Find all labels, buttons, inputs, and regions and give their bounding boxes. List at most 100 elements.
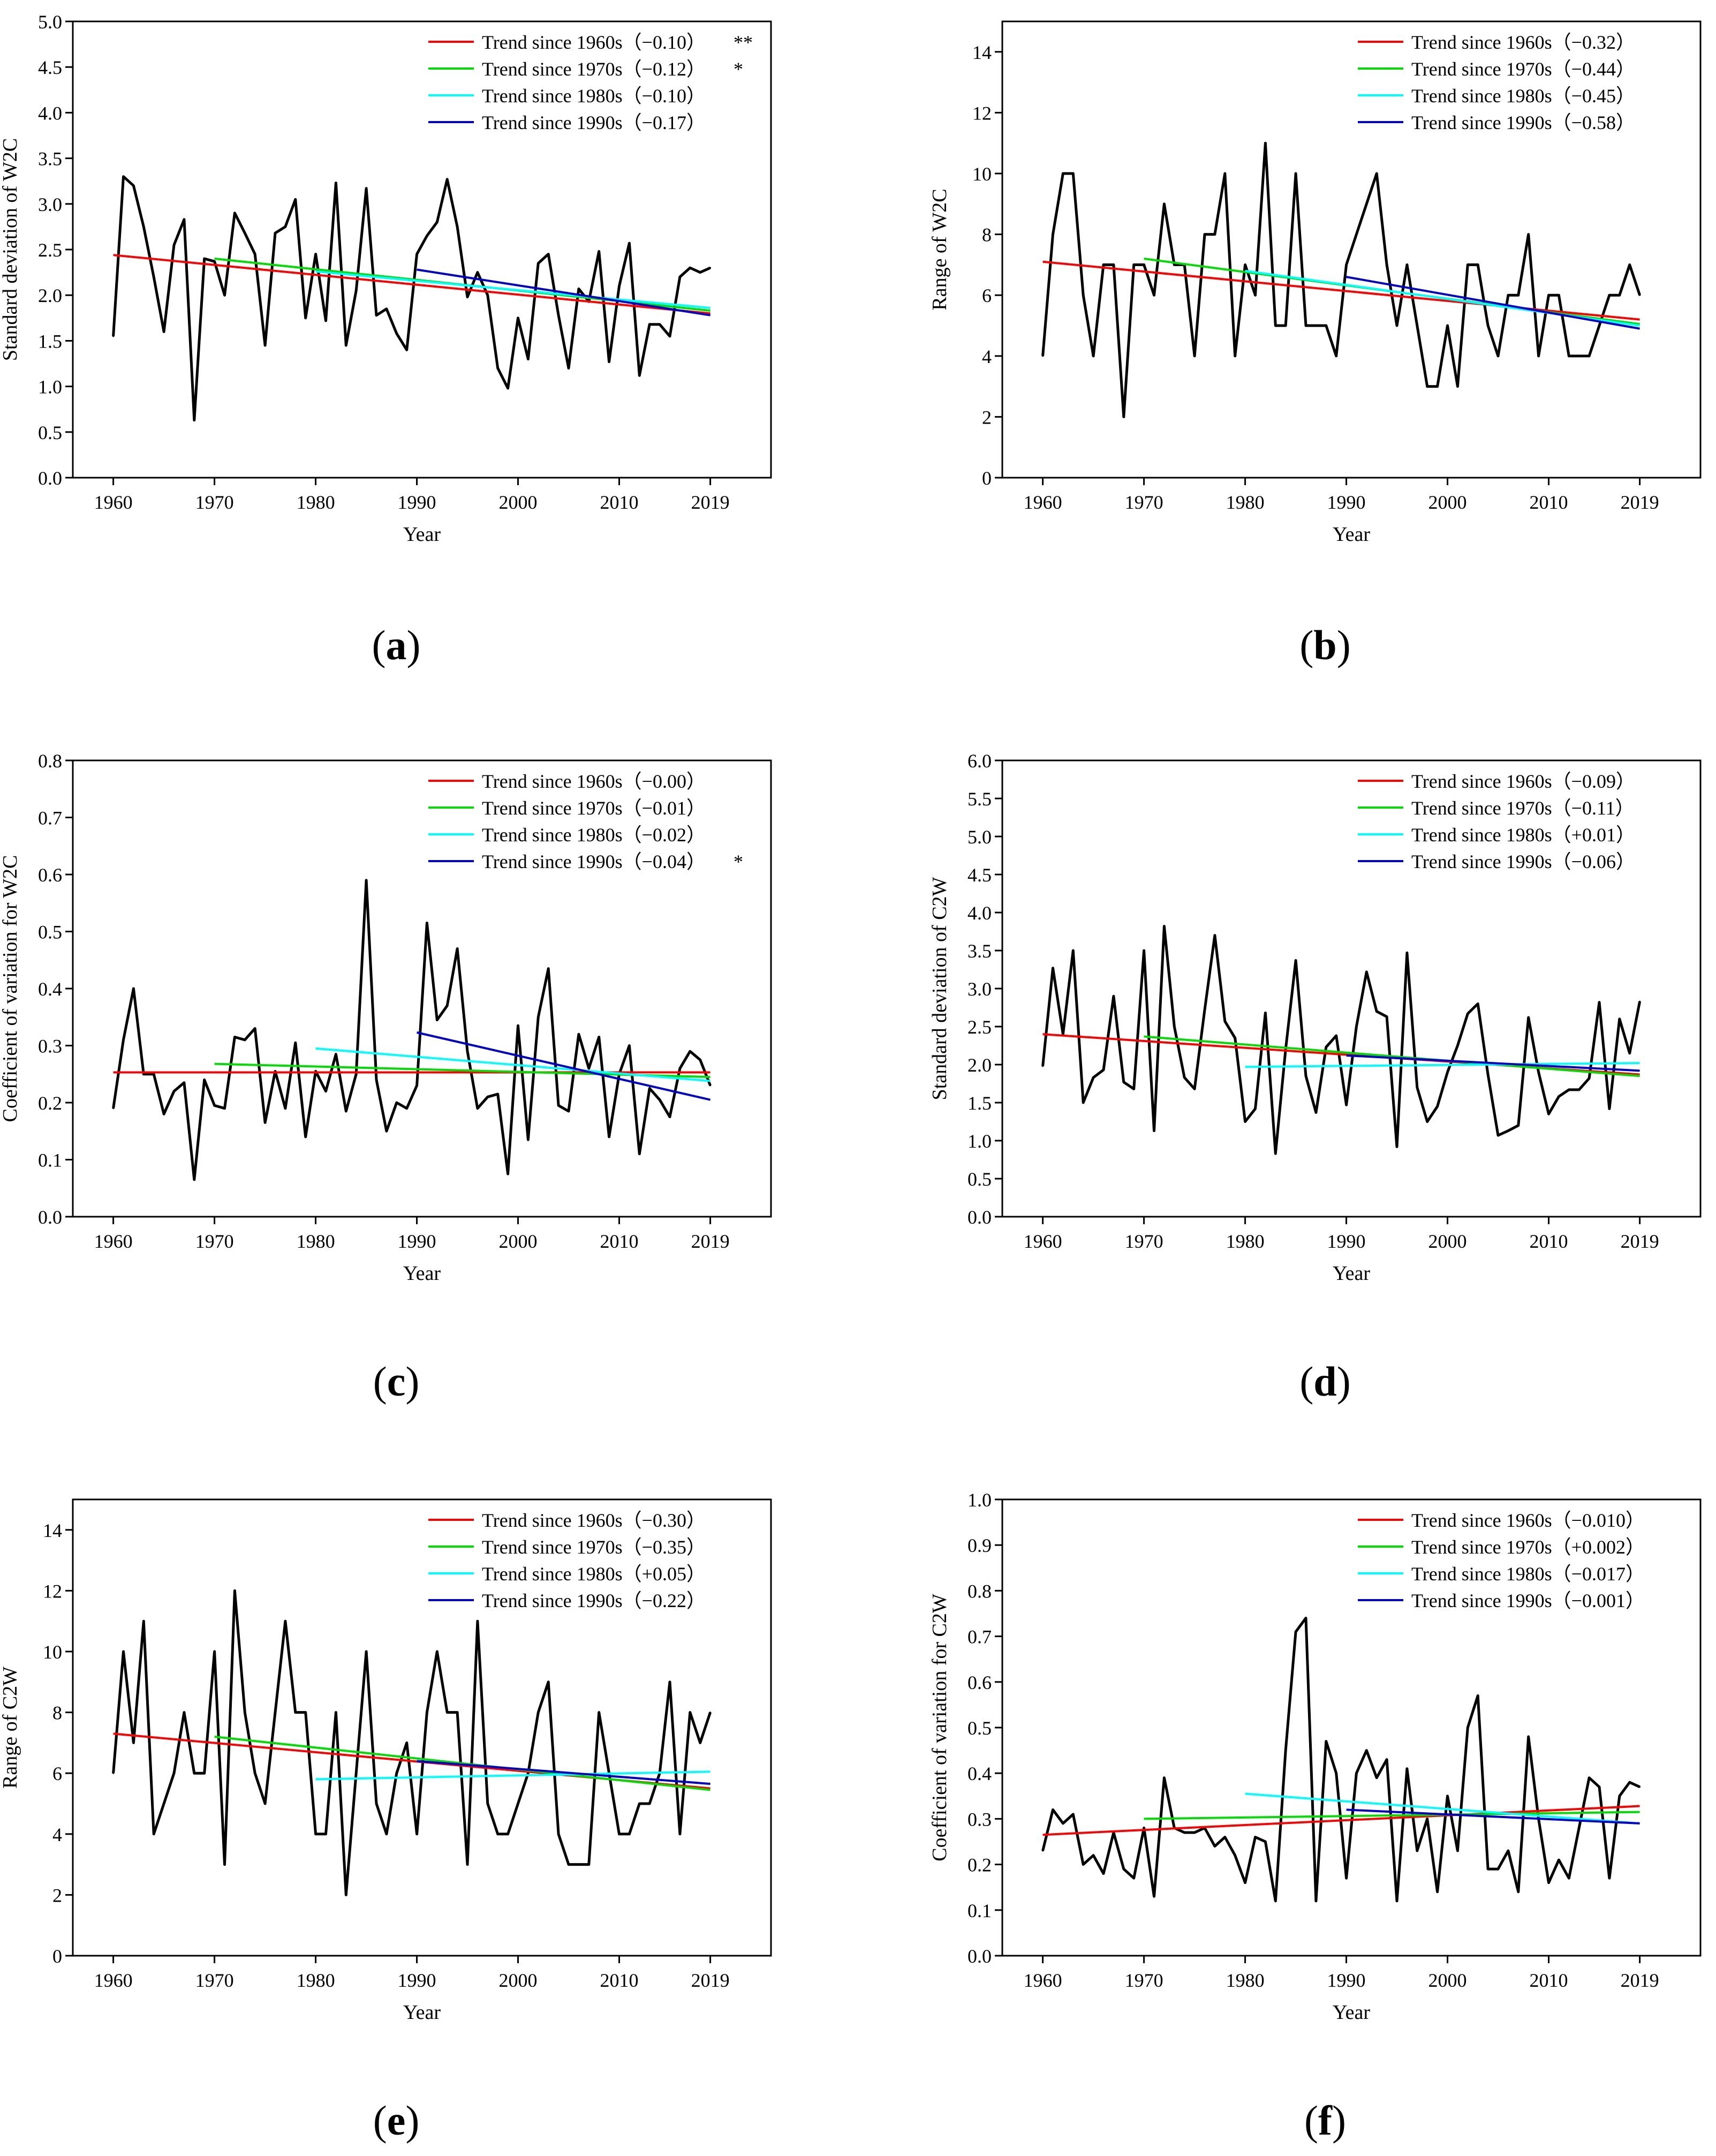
data-point xyxy=(648,1087,651,1089)
data-point xyxy=(1204,233,1206,236)
data-point xyxy=(1538,355,1540,357)
data-point xyxy=(669,1681,671,1683)
x-tick-label: 1980 xyxy=(1226,1970,1265,1991)
legend-label-3: Trend since 1980s（−0.10） xyxy=(482,85,706,107)
data-point xyxy=(1345,1877,1348,1879)
data-point xyxy=(193,1772,195,1774)
data-point xyxy=(578,1033,580,1035)
panel-label-c: (c) xyxy=(373,1358,420,1405)
trend-line-3 xyxy=(315,270,710,310)
trend-line-3 xyxy=(1245,1062,1640,1068)
data-point xyxy=(1365,971,1367,973)
data-point xyxy=(396,333,398,335)
x-tick-label: 1990 xyxy=(398,492,436,513)
data-point xyxy=(547,1681,549,1683)
y-tick-label: 8 xyxy=(982,224,992,246)
data-point xyxy=(294,1042,297,1044)
y-axis-label: Coefficient of variation for C2W xyxy=(928,1594,951,1861)
y-tick-label: 0.8 xyxy=(38,750,62,772)
data-point xyxy=(1113,995,1115,997)
data-point xyxy=(335,182,337,184)
x-axis-label: Year xyxy=(1333,1262,1370,1285)
x-tick-label: 2019 xyxy=(1621,1231,1659,1252)
y-tick-label: 0.8 xyxy=(967,1580,992,1602)
data-point xyxy=(365,1650,367,1653)
data-point xyxy=(446,1005,448,1007)
data-point xyxy=(648,1803,651,1805)
data-point xyxy=(1598,1001,1600,1004)
data-point xyxy=(112,335,115,337)
y-tick-label: 0.2 xyxy=(38,1092,62,1114)
legend-label-1: Trend since 1960s（−0.010） xyxy=(1411,1510,1645,1531)
legend-label-3: Trend since 1980s（−0.45） xyxy=(1411,85,1635,107)
data-point xyxy=(335,1053,337,1055)
data-point xyxy=(1254,1836,1256,1838)
panel-label-b: (b) xyxy=(1299,622,1351,668)
data-point xyxy=(1123,1081,1125,1083)
data-point xyxy=(406,1742,408,1744)
y-axis-label: Range of W2C xyxy=(928,189,951,310)
data-point xyxy=(1163,203,1165,205)
data-point xyxy=(446,178,448,180)
panel-label-a: (a) xyxy=(372,622,421,668)
data-point xyxy=(1578,1827,1580,1829)
data-point xyxy=(659,1099,661,1101)
data-point xyxy=(669,335,671,337)
y-tick-label: 0.0 xyxy=(38,468,62,489)
data-point xyxy=(1568,1877,1570,1879)
data-point xyxy=(406,1107,408,1110)
data-point xyxy=(1082,294,1084,296)
data-point xyxy=(557,314,560,316)
data-point xyxy=(477,1620,479,1622)
data-point xyxy=(1355,1772,1357,1774)
x-tick-label: 2019 xyxy=(691,1231,730,1252)
data-point xyxy=(699,272,701,274)
data-point xyxy=(1406,952,1408,954)
data-point xyxy=(679,1067,681,1069)
y-axis-label: Range of C2W xyxy=(0,1667,21,1789)
panel-label-f-text: f xyxy=(1318,2097,1332,2144)
y-tick-label: 2.0 xyxy=(967,1054,992,1076)
data-point xyxy=(355,1772,357,1774)
legend-label-2: Trend since 1970s（−0.12） xyxy=(482,58,706,80)
y-tick-label: 4.0 xyxy=(967,902,992,924)
data-point xyxy=(223,1107,225,1110)
data-point xyxy=(1538,1071,1540,1073)
legend-label-1: Trend since 1960s（−0.32） xyxy=(1411,32,1635,53)
data-point xyxy=(183,1712,185,1714)
data-point xyxy=(142,1620,145,1622)
legend-label-3: Trend since 1980s（−0.017） xyxy=(1411,1563,1645,1585)
data-point xyxy=(1325,1046,1327,1048)
y-tick-label: 0.7 xyxy=(38,808,62,829)
y-tick-label: 4 xyxy=(52,1824,62,1845)
y-tick-label: 6 xyxy=(982,285,992,306)
data-point xyxy=(1345,1104,1348,1106)
data-point xyxy=(1092,1076,1094,1079)
data-point xyxy=(1264,142,1266,144)
trend-line-1 xyxy=(1042,1805,1640,1836)
data-point xyxy=(1254,294,1256,296)
x-tick-label: 1990 xyxy=(1327,1231,1366,1252)
data-point xyxy=(1406,263,1408,266)
data-point xyxy=(375,1803,377,1805)
data-point xyxy=(305,1136,307,1138)
data-point xyxy=(244,1712,246,1714)
y-tick-label: 3.0 xyxy=(967,978,992,1000)
data-point xyxy=(1548,294,1550,296)
data-point xyxy=(153,1073,155,1075)
data-point xyxy=(1466,263,1469,266)
y-tick-label: 2.5 xyxy=(967,1016,992,1038)
legend-label-2: Trend since 1970s（−0.44） xyxy=(1411,58,1635,80)
data-point xyxy=(709,267,712,269)
data-point xyxy=(1173,1026,1175,1028)
data-point xyxy=(315,253,317,255)
data-point xyxy=(223,294,225,296)
y-tick-label: 12 xyxy=(972,102,992,124)
data-point xyxy=(1315,325,1317,327)
data-point xyxy=(112,1772,115,1774)
legend-label-3: Trend since 1980s（−0.02） xyxy=(482,824,706,846)
y-tick-label: 4 xyxy=(982,346,992,367)
data-point xyxy=(1042,1065,1044,1067)
data-point xyxy=(699,1742,701,1744)
data-point xyxy=(305,317,307,319)
